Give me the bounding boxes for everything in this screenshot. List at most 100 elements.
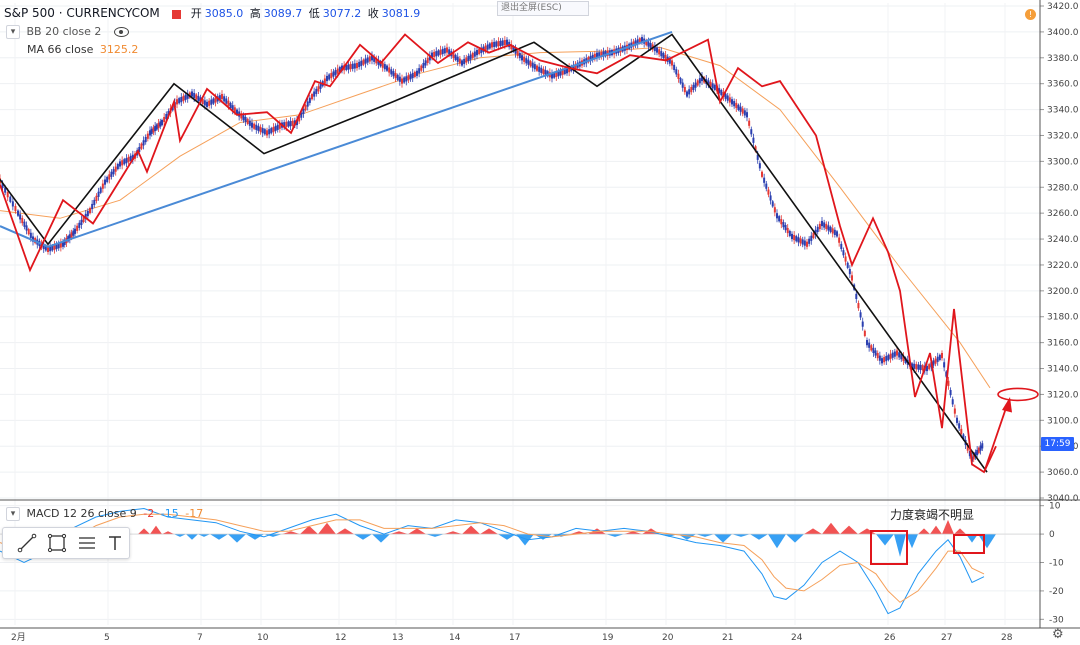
price-tick-label: 3200.0 <box>1047 287 1079 297</box>
macd-histogram-bar <box>372 534 390 543</box>
low-value: 3077.2 <box>322 7 362 20</box>
candle-body <box>347 64 350 70</box>
symbol-title[interactable]: S&P 500 · CURRENCYCOM <box>4 6 160 20</box>
candle-body <box>844 256 847 262</box>
highlight-box[interactable] <box>953 534 985 554</box>
macd-histogram-bar <box>408 528 426 535</box>
candle-body <box>49 246 52 252</box>
candle-body <box>112 169 115 175</box>
candle-body <box>19 214 22 220</box>
target-arrow[interactable] <box>984 401 1009 470</box>
rectangle-tool-icon[interactable] <box>47 533 67 553</box>
candle-body <box>735 102 738 109</box>
candle-body <box>123 159 126 165</box>
target-ellipse[interactable] <box>997 387 1039 402</box>
candle-body <box>692 84 695 90</box>
candle-body <box>155 124 158 130</box>
gear-icon[interactable]: ⚙ <box>1052 627 1064 642</box>
price-tick-label: 3160.0 <box>1047 339 1079 349</box>
ma-legend[interactable]: MA 66 close 3125.2 <box>27 43 141 57</box>
candle-body <box>248 120 251 126</box>
macd-histogram-bar <box>198 534 210 537</box>
macd-legend[interactable]: ▾ MACD 12 26 close 9 -2 -15 -17 <box>6 507 206 521</box>
chevron-down-icon[interactable]: ▾ <box>6 507 20 521</box>
price-series <box>0 34 984 466</box>
candle-body <box>44 245 47 251</box>
candle-body <box>332 71 335 77</box>
candle-body <box>330 72 333 79</box>
candle-body <box>589 55 592 62</box>
candle-body <box>778 216 781 222</box>
macd-histogram-bar <box>162 531 174 535</box>
candle-body <box>101 183 104 189</box>
macd-histogram-bar <box>186 534 198 540</box>
eye-icon[interactable] <box>113 27 129 37</box>
trendline-tool-icon[interactable] <box>17 533 37 553</box>
candle-body <box>518 52 521 59</box>
candle-body <box>748 120 751 126</box>
candle-body <box>780 219 783 225</box>
candle-body <box>326 75 328 82</box>
candle-body <box>401 78 403 84</box>
candle-body <box>921 365 924 371</box>
candle-body <box>229 102 232 109</box>
bb-legend[interactable]: ▾ BB 20 close 2 <box>6 25 132 39</box>
candle-body <box>949 389 952 396</box>
candle-body <box>311 94 313 100</box>
price-tick-label: 3240.0 <box>1047 235 1079 245</box>
candle-body <box>514 48 517 54</box>
red-zigzag[interactable] <box>0 33 997 474</box>
red-zigzag-line[interactable] <box>0 33 997 474</box>
candle-body <box>70 232 73 238</box>
candle-body <box>375 58 378 64</box>
blue-trendline[interactable] <box>0 30 673 248</box>
candle-body <box>756 154 759 160</box>
candle-body <box>898 352 901 358</box>
candle-body <box>104 179 106 185</box>
black-zigzag-line[interactable] <box>0 33 988 473</box>
candle-body <box>761 171 763 177</box>
candle-body <box>25 225 28 231</box>
macd-histogram-bar <box>390 531 408 535</box>
candle-body <box>503 40 506 46</box>
candle-body <box>465 57 468 63</box>
black-zigzag[interactable] <box>0 33 988 473</box>
price-tick-label: 3140.0 <box>1047 365 1079 375</box>
candle-body <box>6 192 9 198</box>
candle-body <box>233 107 236 113</box>
candle-body <box>947 380 950 386</box>
candle-body <box>561 69 564 75</box>
candle-body <box>681 82 684 88</box>
chevron-down-icon[interactable]: ▾ <box>6 25 20 39</box>
macd-histogram-bar <box>978 534 996 549</box>
candle-body <box>353 63 356 69</box>
price-tick-label: 3220.0 <box>1047 261 1079 271</box>
time-tick-label: 27 <box>941 633 952 643</box>
highlight-box[interactable] <box>870 530 908 565</box>
candle-body <box>598 52 601 58</box>
macd-histogram-bar <box>174 534 186 537</box>
candle-body <box>934 358 937 364</box>
candle-body <box>304 105 307 111</box>
macd-histogram-bar <box>354 534 372 540</box>
time-tick-label: 20 <box>662 633 674 643</box>
blue-trend-line[interactable] <box>0 30 673 248</box>
candle-body <box>336 68 339 74</box>
candle-body <box>675 69 678 75</box>
candle-body <box>47 246 49 252</box>
candle-body <box>383 64 386 70</box>
parallel-channel-tool-icon[interactable] <box>77 533 97 553</box>
candle-body <box>696 80 699 86</box>
candle-body <box>51 245 54 251</box>
candle-body <box>403 77 406 83</box>
text-tool-icon[interactable] <box>105 533 125 553</box>
alert-icon[interactable]: ! <box>1025 9 1036 20</box>
candle-body <box>958 423 961 429</box>
candle-body <box>791 233 793 240</box>
candle-body <box>29 232 32 238</box>
macd-histogram-bar <box>300 525 318 535</box>
candle-body <box>362 59 365 65</box>
candle-body <box>259 126 262 133</box>
exit-fullscreen-button[interactable]: 退出全屏(ESC) <box>497 1 589 16</box>
